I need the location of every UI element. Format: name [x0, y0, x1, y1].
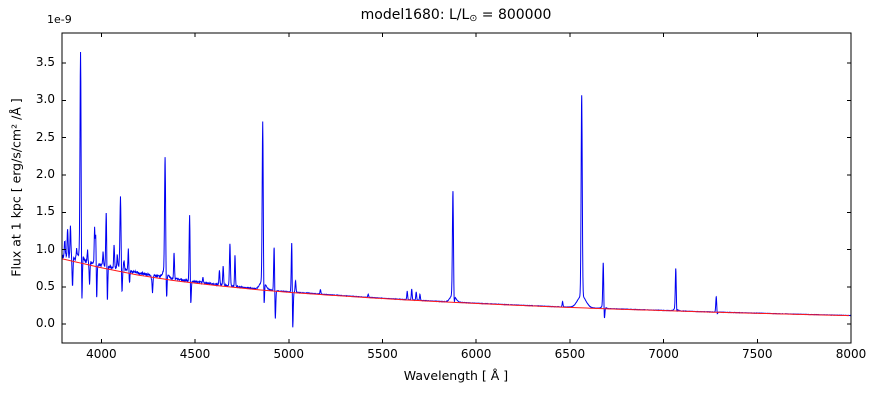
plot-title-prefix: model1680: L/L — [360, 7, 470, 23]
x-axis-label: Wavelength [ Å ] — [403, 368, 509, 383]
x-tick-label: 7000 — [648, 347, 679, 361]
spectrum-line — [61, 51, 852, 328]
y-tick-label: 0.5 — [35, 278, 55, 293]
x-tick-label: 6000 — [460, 347, 492, 361]
y-tick-label: 3.5 — [35, 55, 55, 70]
y-tick-label: 1.5 — [35, 204, 55, 219]
x-tick-label: 4500 — [179, 347, 211, 361]
y-tick-label: 3.0 — [35, 92, 55, 107]
sun-symbol: ⊙ — [469, 12, 478, 24]
x-tick-label: 7500 — [742, 347, 773, 361]
x-tick-label: 6500 — [554, 347, 586, 361]
plot-title: model1680: L/L⊙ = 800000 — [361, 7, 552, 24]
axis-ticks — [62, 33, 852, 343]
y-tick-label: 2.5 — [35, 129, 55, 144]
x-tick-label: 4000 — [86, 347, 117, 361]
plot-title-suffix: = 800000 — [477, 7, 552, 23]
x-tick-label: 8000 — [835, 347, 867, 361]
continuum-line — [61, 258, 850, 317]
axes-frame — [61, 32, 852, 344]
x-tick-label: 5000 — [273, 347, 305, 361]
y-tick-label: 2.0 — [35, 166, 55, 181]
x-tick-label: 5500 — [367, 347, 398, 361]
y-tick-label: 0.0 — [35, 316, 55, 330]
y-axis-offset-text: 1e-9 — [47, 13, 72, 26]
y-tick-label: 1.0 — [35, 241, 55, 256]
